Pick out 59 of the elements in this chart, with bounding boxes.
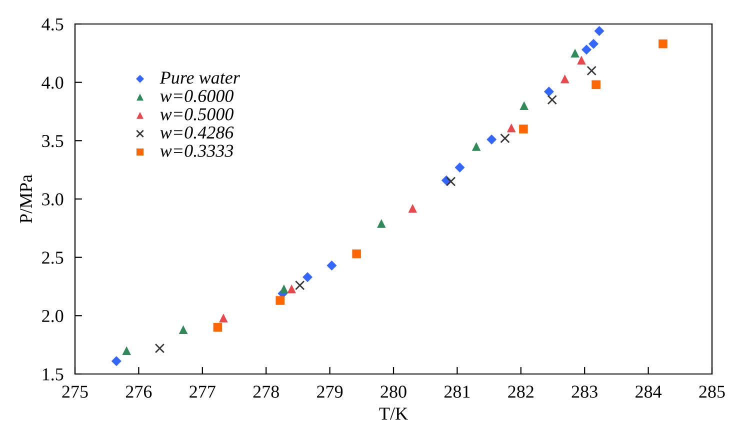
point bbox=[295, 280, 305, 290]
point bbox=[287, 284, 296, 294]
legend-label: w=0.5000 bbox=[160, 108, 234, 120]
point bbox=[122, 346, 131, 356]
point bbox=[544, 86, 554, 97]
point bbox=[377, 219, 386, 228]
point bbox=[577, 56, 586, 65]
point bbox=[446, 176, 456, 186]
point bbox=[594, 26, 604, 36]
y-tick-label: 4.5 bbox=[42, 18, 64, 31]
x-axis-title: T/K bbox=[379, 408, 408, 420]
y-tick-label: 1.5 bbox=[42, 368, 64, 381]
legend-label: w=0.6000 bbox=[160, 90, 234, 102]
point bbox=[592, 80, 600, 90]
x-tick-label: 284 bbox=[636, 386, 662, 398]
point bbox=[326, 260, 337, 271]
point bbox=[454, 162, 465, 173]
point bbox=[560, 74, 570, 84]
point bbox=[408, 204, 417, 213]
point bbox=[178, 325, 188, 334]
point bbox=[500, 133, 510, 144]
point bbox=[570, 48, 580, 58]
point bbox=[582, 44, 592, 55]
x-tick-label: 283 bbox=[572, 386, 598, 398]
point bbox=[588, 38, 599, 49]
point bbox=[280, 284, 288, 294]
point bbox=[302, 272, 313, 282]
point bbox=[506, 123, 516, 132]
point bbox=[486, 134, 497, 145]
point bbox=[213, 322, 222, 332]
point bbox=[111, 356, 122, 366]
point bbox=[586, 66, 596, 76]
x-tick-label: 280 bbox=[380, 386, 406, 398]
x-tick-label: 275 bbox=[62, 386, 88, 398]
y-tick-label: 3.5 bbox=[42, 134, 64, 148]
legend-label: w=0.3333 bbox=[160, 144, 234, 157]
point bbox=[472, 142, 481, 151]
point bbox=[352, 249, 361, 258]
y-tick-label: 4.0 bbox=[42, 76, 64, 89]
point bbox=[519, 124, 528, 134]
y-tick-label: 2.5 bbox=[42, 252, 64, 264]
y-tick-label: 3.0 bbox=[42, 193, 64, 206]
point bbox=[154, 343, 165, 354]
x-tick-label: 279 bbox=[317, 386, 343, 398]
point bbox=[547, 94, 557, 105]
point bbox=[276, 296, 285, 305]
y-tick-label: 2.0 bbox=[42, 310, 64, 322]
point bbox=[219, 314, 228, 322]
y-axis-title: P/MPa bbox=[20, 174, 32, 224]
x-tick-label: 282 bbox=[508, 386, 534, 398]
x-tick-label: 276 bbox=[126, 386, 152, 398]
legend-label: w=0.4286 bbox=[160, 126, 234, 139]
x-tick-label: 281 bbox=[444, 386, 470, 398]
point bbox=[520, 101, 528, 110]
x-tick-label: 277 bbox=[190, 386, 216, 398]
x-tick-label: 278 bbox=[253, 386, 279, 398]
x-tick-label: 285 bbox=[699, 386, 725, 398]
point bbox=[658, 39, 668, 48]
legend-label: Pure water bbox=[160, 72, 240, 84]
